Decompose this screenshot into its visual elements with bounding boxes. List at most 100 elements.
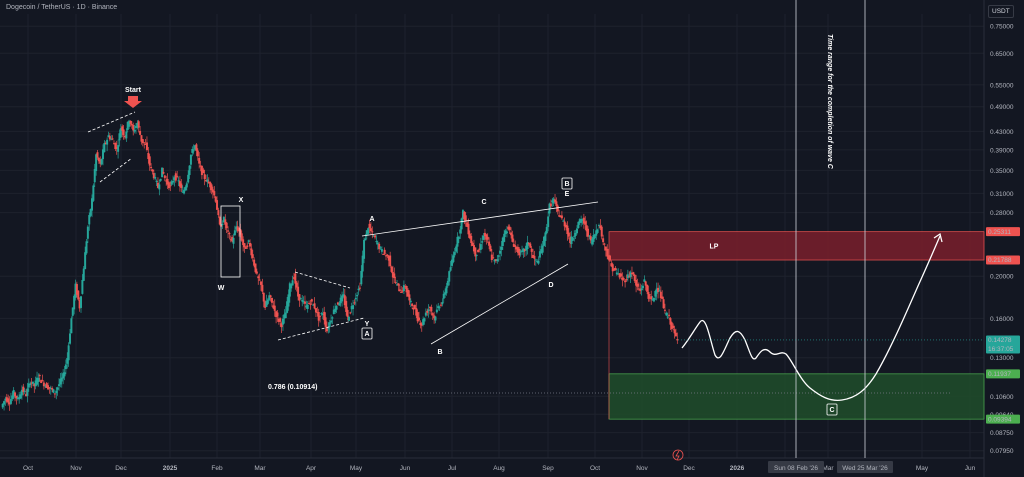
candle-body (328, 322, 331, 328)
candle-body (112, 143, 115, 145)
candle-body (199, 165, 202, 167)
candle-body (379, 247, 382, 249)
candle-body (96, 152, 99, 158)
candle-body (394, 282, 397, 284)
time-tick-label: Dec (683, 465, 695, 472)
candle-body (228, 233, 231, 235)
candle-body (210, 184, 213, 191)
candle-body (619, 273, 622, 277)
price-tick-label: 0.07950 (990, 448, 1014, 455)
candle-body (144, 143, 147, 145)
time-tick-label: Mar (254, 465, 266, 472)
candle-body (515, 246, 518, 250)
candle-body (73, 295, 76, 310)
candle-body (497, 255, 500, 257)
time-tick-label: Aug (493, 465, 505, 472)
candle-body (129, 120, 132, 124)
candle-body (166, 178, 169, 185)
candle-body (132, 124, 135, 131)
candle-body (345, 301, 348, 312)
candle-body (350, 306, 353, 310)
price-tick-label: 0.55000 (990, 82, 1014, 89)
candle-body (78, 300, 81, 309)
candle-body (499, 250, 502, 254)
price-label-text: 0.14278 (988, 337, 1012, 344)
candle-body (407, 289, 410, 297)
candle-body (625, 279, 628, 281)
candle-body (48, 387, 51, 389)
candle-body (270, 297, 273, 303)
candle-body (26, 388, 29, 396)
candle-body (165, 180, 168, 182)
candle-body (527, 242, 530, 244)
candle-body (393, 273, 396, 279)
candle-body (55, 390, 58, 394)
currency-unit-button[interactable]: USDT (988, 5, 1014, 18)
candle-body (200, 165, 203, 176)
candle-body (38, 375, 41, 377)
candle-body (122, 129, 125, 135)
candle-body (503, 233, 506, 242)
candle-body (294, 273, 297, 284)
candlestick-series (1, 119, 679, 411)
candle-body (244, 247, 247, 249)
candle-body (581, 219, 584, 221)
candle-body (621, 277, 624, 281)
candle-body (71, 307, 74, 316)
candle-body (303, 301, 306, 304)
time-tick-label: Dec (115, 465, 127, 472)
candle-body (435, 309, 438, 313)
candle-body (222, 217, 225, 223)
candle-body (104, 142, 107, 144)
candle-body (251, 254, 254, 258)
candle-body (56, 387, 59, 390)
wave-label: X (239, 197, 244, 204)
candle-body (536, 261, 539, 263)
candle-body (137, 121, 140, 128)
candle-body (37, 377, 40, 383)
candle-body (483, 232, 486, 237)
candle-body (647, 291, 650, 299)
candle-body (253, 259, 256, 266)
candle-body (33, 383, 36, 387)
candle-body (591, 239, 594, 245)
candle-body (80, 296, 83, 308)
time-range-caption: Time range for the completion of wave C (826, 34, 833, 170)
candle-body (86, 226, 89, 239)
candle-body (606, 248, 609, 257)
candle-body (442, 293, 445, 299)
candle-body (332, 309, 335, 315)
candle-body (90, 198, 93, 211)
candle-body (534, 259, 537, 261)
candle-body (538, 251, 541, 258)
candle-body (173, 177, 176, 181)
upper-trendline (361, 201, 599, 237)
candle-body (444, 292, 447, 295)
candle-body (67, 345, 70, 361)
candle-body (494, 259, 497, 261)
candle-body (229, 239, 232, 241)
candle-body (571, 237, 574, 241)
candle-body (670, 322, 673, 330)
candle-body (273, 305, 276, 311)
candle-body (423, 318, 426, 322)
candle-body (19, 394, 22, 399)
candle-body (492, 257, 495, 259)
candle-body (666, 316, 669, 318)
candle-body (232, 237, 235, 244)
candle-body (644, 281, 647, 286)
candle-body (519, 251, 522, 253)
candle-body (397, 283, 400, 286)
candle-body (496, 259, 499, 262)
candle-body (533, 255, 536, 259)
candle-body (361, 255, 364, 272)
candle-body (279, 318, 282, 322)
candle-body (264, 301, 267, 308)
candle-body (34, 380, 37, 387)
candle-body (514, 245, 517, 247)
candle-body (658, 290, 661, 292)
candle-body (247, 240, 250, 242)
price-label-badge (986, 335, 1020, 354)
candle-body (143, 142, 146, 144)
